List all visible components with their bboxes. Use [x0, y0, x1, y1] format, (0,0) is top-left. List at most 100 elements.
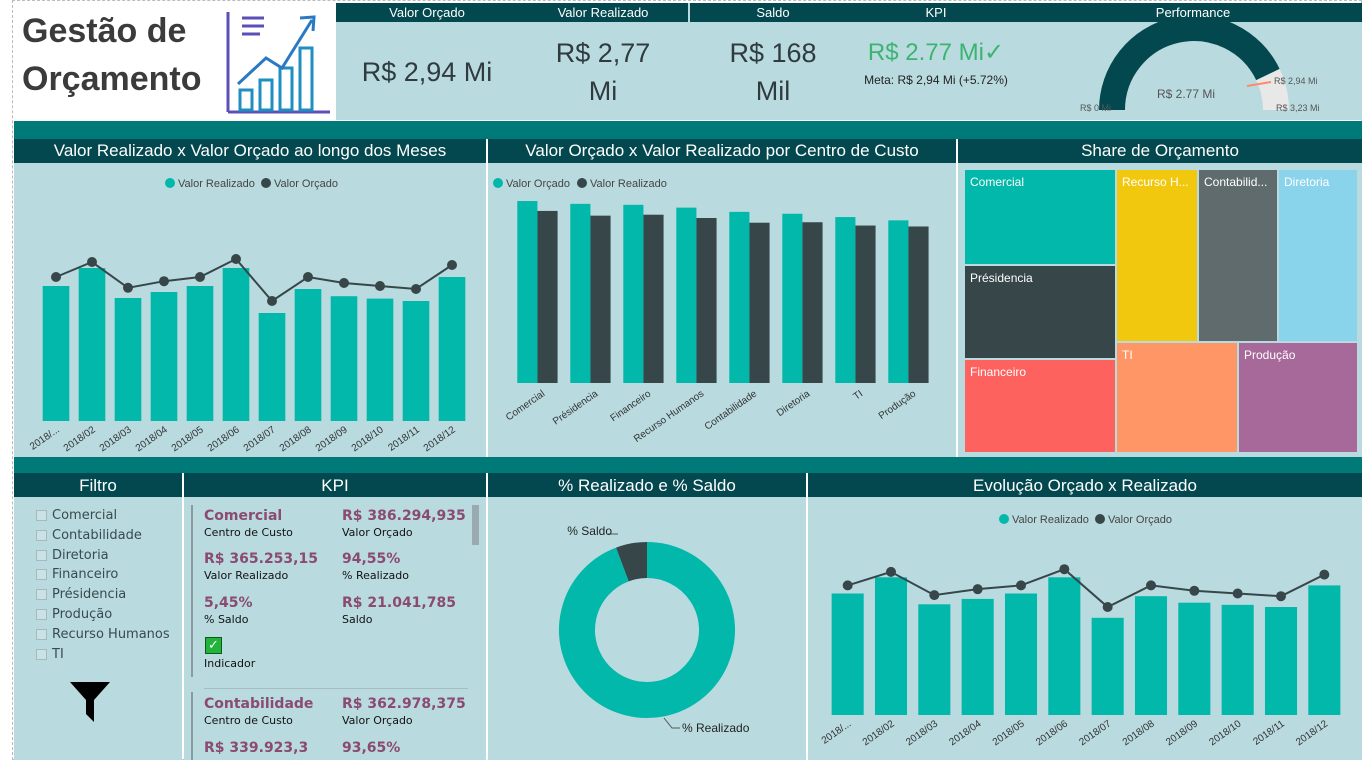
kpi-scrollbar[interactable]: [472, 505, 479, 545]
legend-label-orcado: Valor Orçado: [506, 178, 570, 190]
x-tick-label: 2018/04: [134, 424, 170, 454]
filter-option-label: Présidencia: [52, 587, 127, 603]
treemap-tile-label: Comercial: [970, 175, 1024, 189]
x-tick-label: 2018/02: [62, 424, 98, 454]
filter-checkbox[interactable]: [36, 510, 47, 521]
kpi-card1-indicator-label: Indicador: [204, 657, 256, 670]
filter-option[interactable]: Recurso Humanos: [36, 627, 170, 642]
bar-valor-realizado: [855, 225, 876, 383]
x-tick-label: 2018/08: [278, 424, 314, 454]
filter-option[interactable]: Contabilidade: [36, 528, 142, 543]
filter-checkbox[interactable]: [36, 569, 47, 581]
x-tick-label: Diretoria: [775, 388, 813, 419]
donut-title: % Realizado e % Saldo: [558, 476, 736, 495]
filter-option[interactable]: Comercial: [36, 508, 117, 523]
treemap-tile: [963, 264, 1117, 360]
card-orcado-value: R$ 2,94 Mi: [361, 57, 493, 87]
kpi-left-rule-2: [191, 692, 193, 760]
card-saldo-value-line2: Mil: [755, 76, 791, 106]
filter-checkbox[interactable]: [36, 589, 47, 601]
line-valor-orcado: [55, 257, 453, 303]
legend-marker-realizado: [577, 178, 587, 188]
card-realizado-value-line1: R$ 2,77: [555, 38, 651, 68]
bar-valor-realizado: [150, 292, 178, 421]
chart2-panel: [488, 139, 956, 457]
legend-label-realizado: Valor Realizado: [590, 178, 667, 190]
bar-valor-realizado: [1264, 607, 1298, 715]
point-valor-orcado: [195, 272, 205, 282]
x-tick-label: Présidencia: [551, 388, 600, 427]
legend-marker-orcado: [1095, 514, 1105, 524]
kpi-card1-saldo: R$ 21.041,785: [342, 595, 456, 611]
filter-option[interactable]: Financeiro: [36, 567, 118, 582]
point-valor-orcado: [1319, 569, 1330, 580]
treemap-tile: [1115, 168, 1199, 343]
kpi-card2-pct-realizado: 93,65%: [342, 740, 401, 756]
x-tick-label: 2018/05: [170, 424, 206, 454]
bar-valor-realizado: [258, 313, 286, 421]
filter-checkbox[interactable]: [36, 549, 47, 561]
filter-checkbox[interactable]: [36, 628, 47, 640]
point-valor-orcado: [87, 257, 97, 267]
treemap-title: Share de Orçamento: [1081, 141, 1239, 160]
filter-checkbox[interactable]: [36, 648, 47, 660]
kpi-card1-orcado: R$ 386.294,935: [342, 508, 466, 524]
gauge-max-label: R$ 3,23 Mi: [1276, 103, 1320, 113]
bar-valor-realizado: [696, 218, 717, 383]
filter-option[interactable]: Diretoria: [36, 548, 109, 563]
kpi-card1-pct-realizado-label: % Realizado: [342, 569, 409, 582]
x-tick-label: 2018/11: [1251, 718, 1287, 748]
point-valor-orcado: [1146, 580, 1156, 591]
point-valor-orcado: [339, 278, 349, 288]
filter-option[interactable]: Produção: [36, 607, 113, 622]
kpi-card2-orcado: R$ 362.978,375: [342, 696, 466, 712]
x-tick-label: 2018/12: [422, 424, 458, 454]
point-valor-orcado: [1059, 564, 1070, 575]
treemap-tile: [1277, 168, 1359, 343]
x-tick-label: TI: [852, 388, 866, 402]
x-tick-label: 2018/02: [861, 718, 897, 748]
funnel-icon[interactable]: [68, 680, 112, 724]
filter-option[interactable]: TI: [36, 647, 64, 662]
point-valor-orcado: [972, 584, 983, 595]
bar-valor-orcado: [729, 211, 750, 383]
donut-leader-realizado: [663, 717, 680, 729]
gauge-target-label: R$ 2,94 Mi: [1274, 76, 1318, 86]
point-valor-orcado: [447, 260, 457, 270]
kpi-card2-name-label: Centro de Custo: [204, 714, 293, 727]
card-realizado-value-line2: Mi: [588, 76, 618, 106]
bar-valor-realizado: [1134, 596, 1168, 715]
bar-valor-realizado: [908, 226, 929, 383]
bar-valor-realizado: [590, 215, 611, 383]
x-tick-label: 2018/09: [1164, 718, 1200, 748]
bar-valor-realizado: [802, 222, 823, 383]
treemap-tile-label: Présidencia: [970, 271, 1033, 285]
check-indicator-icon: ✓: [205, 637, 222, 654]
bar-valor-realizado: [402, 301, 430, 421]
kpi-card1-name: Comercial: [204, 508, 283, 524]
bar-valor-realizado: [42, 286, 70, 421]
kpi-card2-name: Contabilidade: [204, 696, 314, 712]
treemap-tile-label: Contabilid...: [1204, 175, 1267, 189]
title-panel: Gestão de Orçamento: [18, 6, 334, 121]
filter-option-label: Produção: [52, 607, 113, 622]
filter-option[interactable]: Présidencia: [36, 587, 127, 603]
bar-valor-realizado: [961, 598, 994, 715]
treemap-tile-label: Recurso H...: [1122, 175, 1189, 189]
point-valor-orcado: [886, 566, 896, 577]
filter-checkbox[interactable]: [36, 609, 47, 620]
legend-marker-realizado: [999, 514, 1009, 524]
point-valor-orcado: [375, 281, 385, 291]
bar-valor-realizado: [918, 604, 951, 715]
filter-checkbox[interactable]: [36, 529, 47, 541]
kpi-left-rule: [191, 505, 193, 677]
x-tick-label: 2018/08: [1121, 718, 1157, 748]
x-tick-label: 2018/...: [28, 424, 62, 452]
donut-realizado-saldo: % Saldo % Realizado: [559, 524, 750, 735]
kpi-panel-title: KPI: [321, 476, 349, 495]
bar-valor-realizado: [114, 298, 142, 421]
bar-valor-realizado: [749, 222, 770, 383]
gauge-center-label: R$ 2.77 Mi: [1157, 87, 1215, 101]
x-tick-label: Comercial: [504, 388, 547, 423]
gauge-target-marker: [1246, 81, 1272, 87]
